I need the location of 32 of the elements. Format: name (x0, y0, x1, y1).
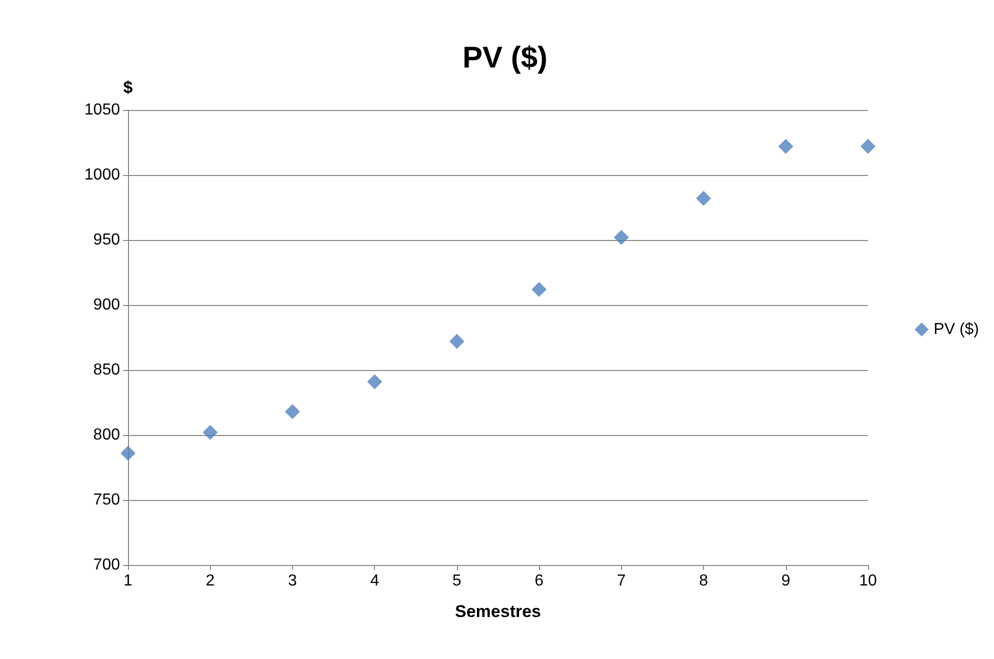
x-tick-label: 5 (452, 572, 462, 590)
y-tick-label: 700 (93, 556, 120, 574)
point (284, 404, 300, 420)
y-tick-label: 950 (93, 232, 120, 248)
point (696, 190, 712, 206)
x-tick-label: 3 (288, 572, 297, 590)
legend-label: PV ($) (934, 321, 979, 338)
y-tick-label: 1050 (84, 102, 120, 118)
x-tick-label: 4 (370, 572, 380, 590)
point (860, 138, 876, 154)
chart-title: PV ($) (462, 42, 548, 74)
point (449, 334, 464, 349)
point (202, 424, 218, 440)
x-tick-label: 6 (534, 572, 544, 590)
x-tick-label: 2 (206, 572, 215, 590)
x-axis-title: Semestres (454, 602, 542, 621)
x-tick-label: 7 (616, 572, 626, 590)
x-tick-label: 8 (699, 572, 708, 590)
y-tick-label: 900 (93, 296, 120, 314)
y-tick-label: 850 (93, 362, 120, 378)
y-axis-title: $ (123, 78, 134, 97)
x-tick-label: 9 (781, 572, 790, 590)
y-tick-label: 800 (93, 426, 120, 444)
point (614, 230, 629, 245)
x-tick-label: 1 (124, 572, 133, 590)
x-tick-label: 10 (859, 572, 877, 590)
point (532, 282, 547, 297)
point (120, 446, 136, 461)
point (778, 138, 794, 154)
y-tick-label: 750 (93, 492, 120, 508)
point (367, 374, 382, 390)
y-tick-label: 1000 (84, 166, 120, 184)
